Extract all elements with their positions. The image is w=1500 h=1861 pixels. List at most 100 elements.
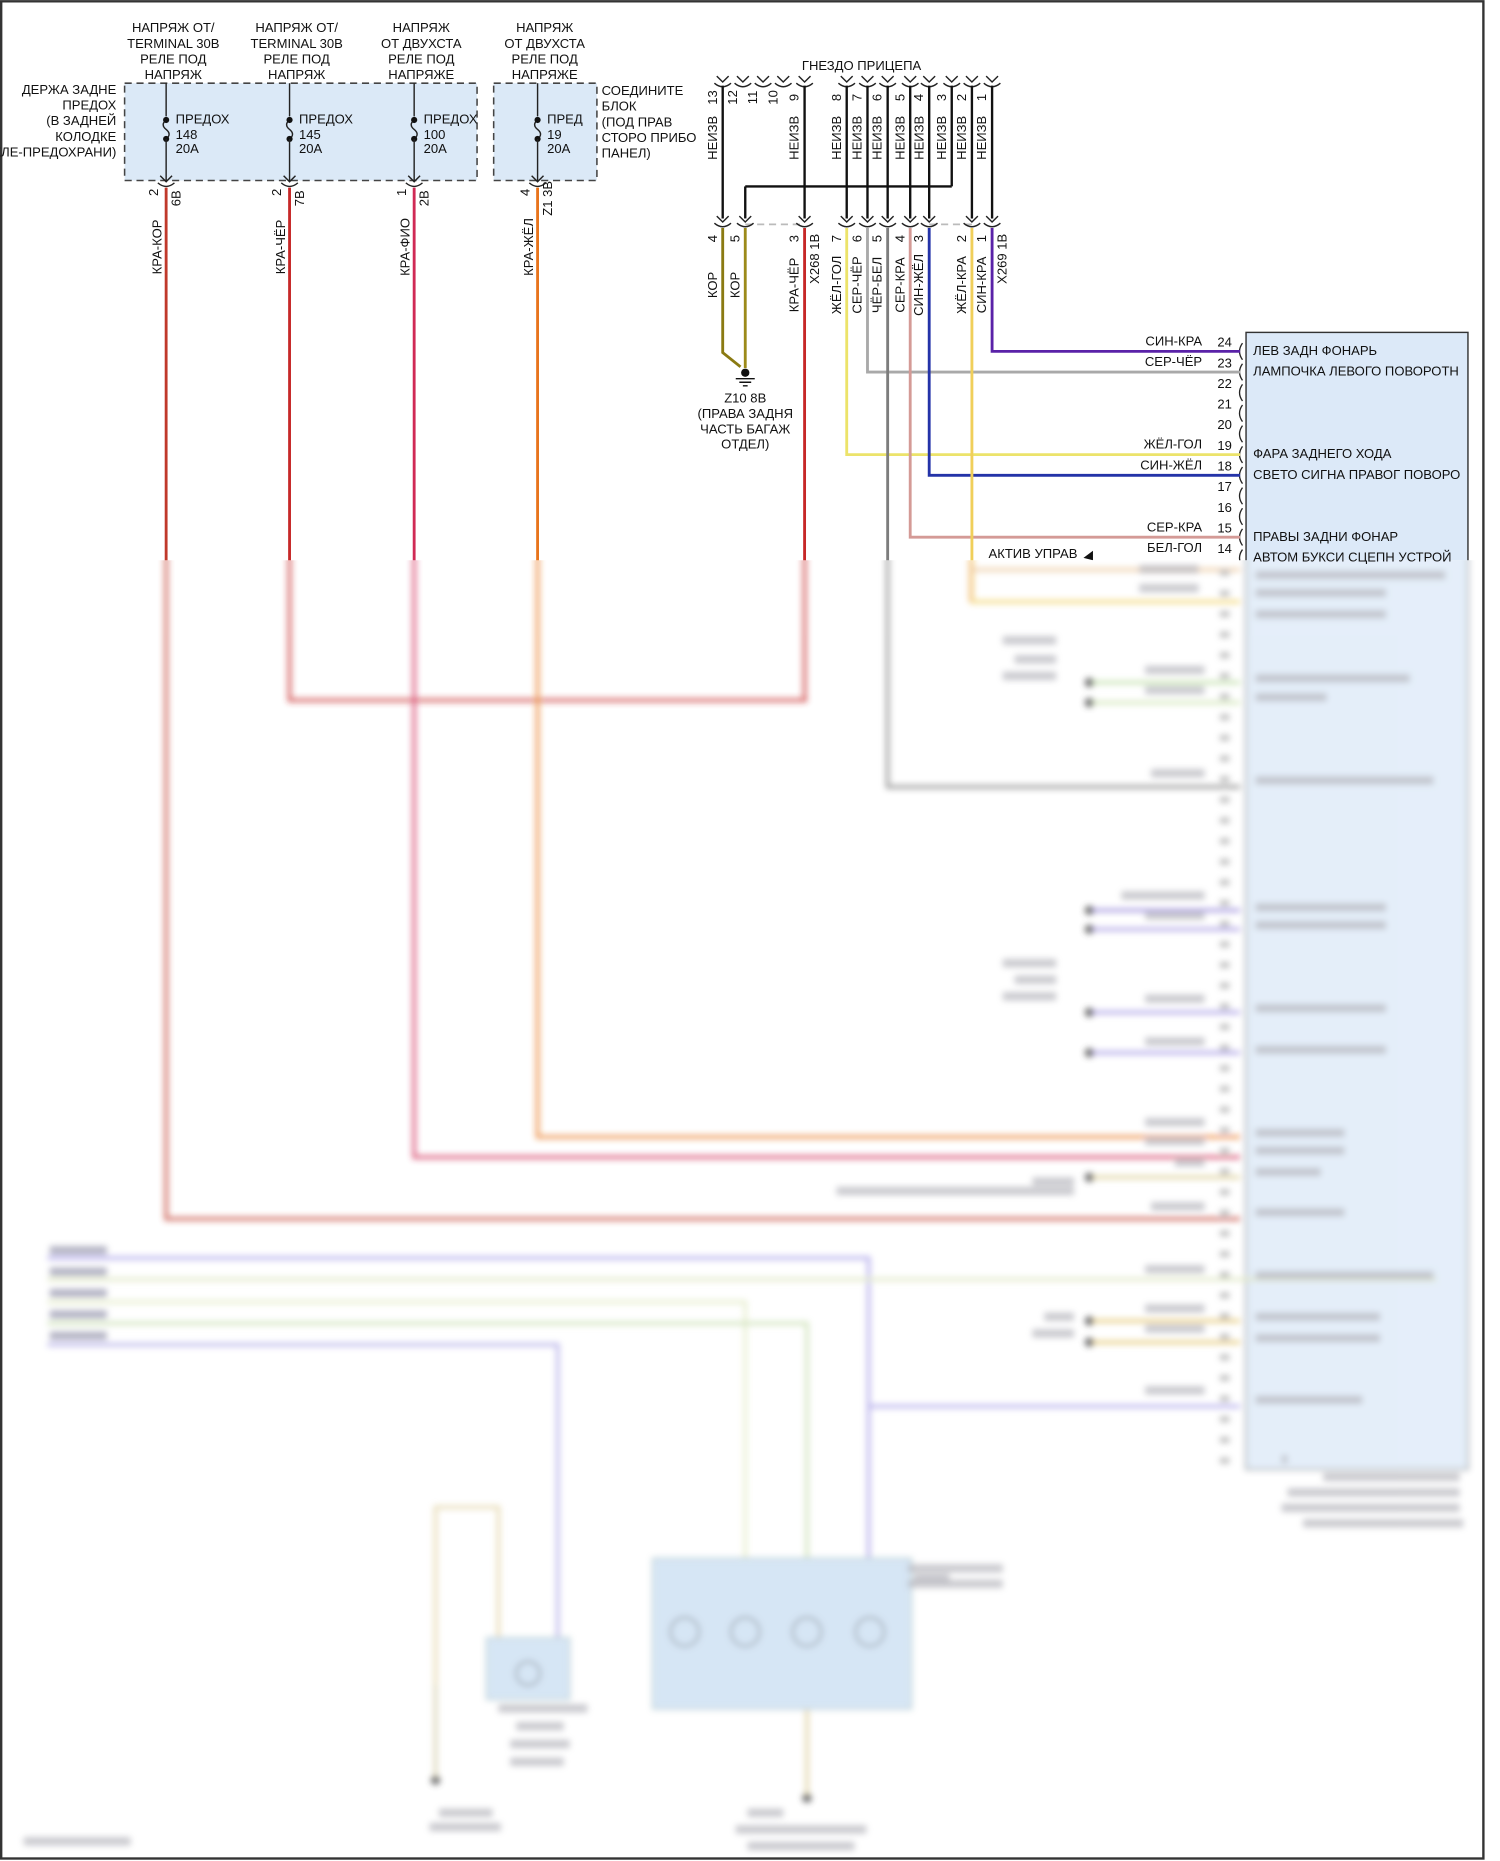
module-pin-icon [1219,900,1230,907]
fuse-terminal-icon [286,135,293,143]
junction-block-label: ПАНЕЛ) [602,146,651,161]
blurred-text [1032,1177,1074,1186]
blurred-text [747,1841,855,1851]
module-pin-function: ПРАВЫ ЗАДНИ ФОНАР [1253,529,1398,544]
blurred-text [1002,958,1057,968]
blurred-text [1151,769,1205,778]
module-pin-icon [1219,569,1230,576]
module-pin-number: 22 [1217,376,1232,391]
blurred-text [1281,1455,1288,1464]
ground-id: Z10 8B [724,390,766,405]
harness-wire-label: СЕР-ЧЁР [850,256,865,314]
blurred-text [747,1808,784,1817]
rear-fuse-holder-box [123,82,478,182]
harness-pin-number: 2 [954,235,969,242]
blurred-text [439,1808,493,1817]
ground-location-label: ОТДЕЛ) [721,437,769,452]
fuse-source-label: РЕЛЕ ПОД [388,51,455,66]
connector-pin-icon [736,215,755,228]
harness-pin-number: 3 [787,235,802,242]
harness-wire [990,227,1241,353]
blurred-text [1255,1208,1345,1217]
socket-pin-number: 4 [911,94,926,101]
blurred-text [1255,1128,1345,1137]
module-pin-icon [1219,1230,1230,1237]
connector-pin-icon [280,175,299,188]
fuse-rating: 20A [176,141,200,156]
blurred-text [1281,1503,1460,1512]
module-pin-icon [1219,1375,1230,1381]
module-pin-icon [1219,652,1230,659]
fuse-connector-id: 2B [416,190,431,206]
module-pin-icon [1219,672,1230,679]
connector-pin-icon [528,175,547,188]
harness-wire [164,560,1241,1221]
harness-wire [412,187,416,561]
splice-icon [1084,1316,1095,1326]
harness-wire [886,227,890,561]
socket-pin-number: 1 [974,94,989,101]
socket-wire-label: НЕИЗВ [892,115,907,159]
module-pin-icon [1219,941,1230,948]
module-pin-icon [1219,1313,1230,1320]
harness-pin-number: 4 [892,235,907,242]
harness-wire [845,227,1241,457]
fuse-terminal-icon [411,135,418,143]
module-pin-icon [1219,1044,1230,1051]
blurred-text [49,1267,107,1276]
blurred-text [913,1573,950,1583]
harness-wire [927,227,1241,477]
fuse-terminal-icon [163,116,170,124]
blurred-text [1255,1167,1321,1177]
blurred-text [1303,1519,1464,1528]
module-pin-icon [1219,755,1230,762]
fuse-pin-number: 1 [394,189,409,196]
module-pin-icon [1219,1354,1230,1361]
blurred-text [1145,1265,1205,1274]
socket-wire-label: НЕИЗВ [850,115,865,159]
fuse-connector-id: 6B [168,190,183,206]
blurred-text [1145,994,1205,1003]
module-pin-icon [1219,590,1230,597]
module-pin-number: 19 [1217,438,1232,453]
module-pin-icon [1219,1024,1230,1030]
fuse-source-label: TERMINAL 30B [251,36,344,51]
socket-pin-number: 8 [829,94,844,101]
ground-symbol-icon [735,377,755,387]
harness-wire [536,187,540,561]
blurred-text [735,1825,867,1834]
lamp-icon [854,1616,886,1648]
socket-pin-number: 12 [725,90,740,105]
trailer-socket-title: ГНЕЗДО ПРИЦЕПА [802,58,922,73]
module-pin-icon [1219,611,1230,617]
wire-color-label: КРА-ФИО [397,218,412,276]
blurred-text [1255,1333,1381,1343]
fuse-name: ПРЕД [547,112,583,127]
module-pin-icon [1219,734,1230,741]
connector-pin-icon [878,215,897,228]
connector-pin-icon [901,215,919,228]
connector-pin-icon [713,215,732,228]
fuse-icon [285,119,294,140]
blurred-text [429,1822,501,1832]
blurred-text [1145,1386,1205,1395]
blurred-text [1287,1488,1460,1497]
harness-wire [287,560,807,703]
module-pin-icon [1219,1416,1230,1423]
socket-pin-number: 2 [954,94,969,101]
module-pin-number: 21 [1217,397,1232,412]
module-pin-icon [1219,1127,1230,1134]
fuse-source-label: РЕЛЕ ПОД [263,51,330,66]
blurred-region [23,560,1469,1851]
harness-wire [908,227,1241,539]
socket-pin-number: 3 [934,94,949,101]
harness-pin-number: 5 [727,235,742,242]
fuse-number: 19 [547,127,562,142]
fuse-icon [533,119,542,140]
module-pin-icon [1219,1003,1230,1010]
blurred-text [1145,686,1205,695]
module-pin-icon [1238,507,1244,526]
blurred-wire [47,1342,560,1644]
blurred-text [1145,1324,1205,1333]
splice-icon [1084,1007,1095,1018]
